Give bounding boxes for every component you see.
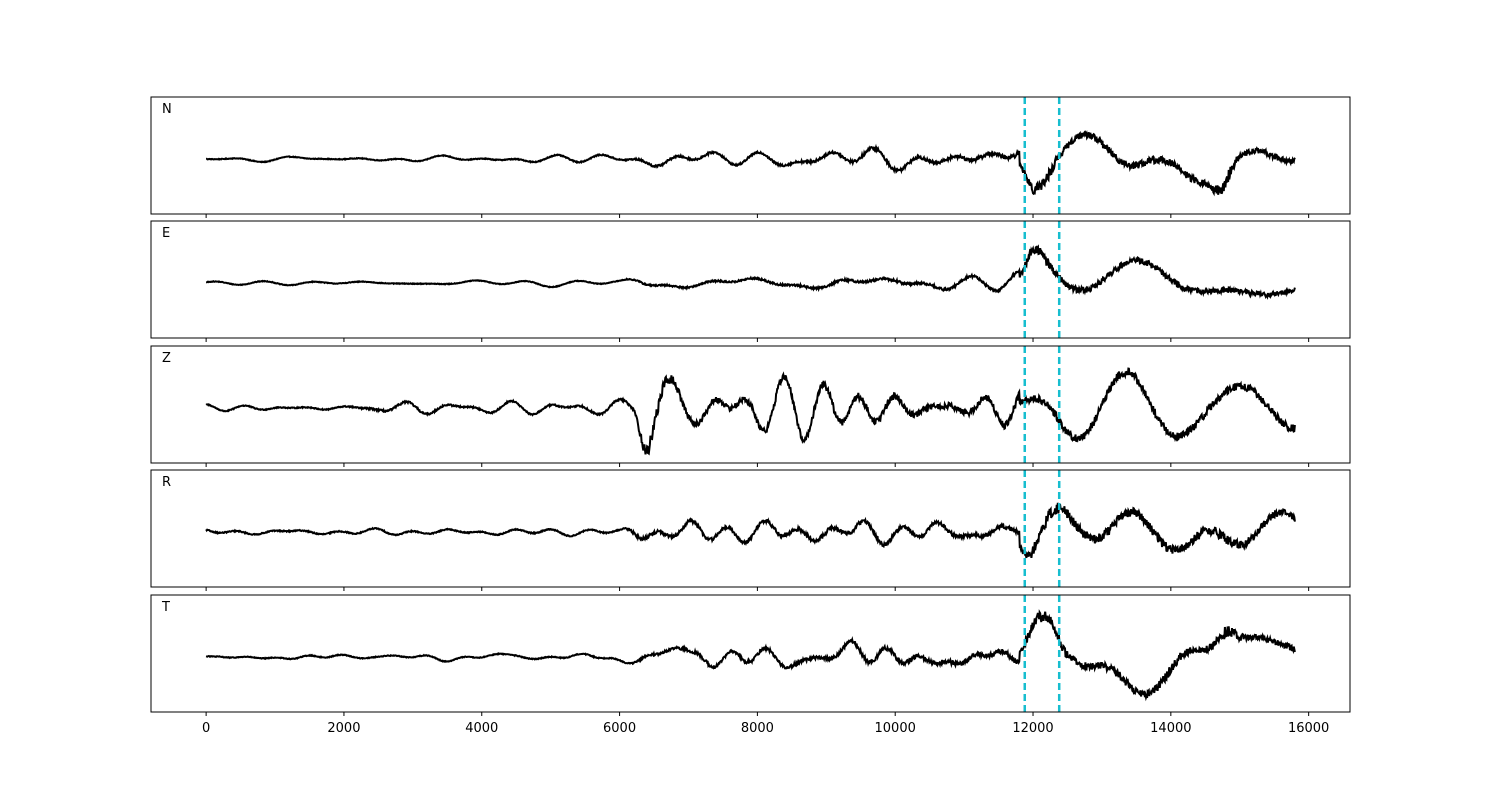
x-tick-label: 8000	[741, 721, 774, 736]
panel-frame	[150, 469, 1351, 588]
panel-z: Z	[150, 345, 1351, 467]
x-tick-label: 2000	[327, 721, 360, 736]
x-tick-label: 4000	[465, 721, 498, 736]
waveform-t	[205, 609, 1296, 702]
panel-n: N	[150, 96, 1351, 218]
component-label: R	[162, 475, 171, 490]
panel-frame	[150, 594, 1351, 713]
panel-e: E	[150, 220, 1351, 342]
panel-r: R	[150, 469, 1351, 591]
x-tick-label: 14000	[1150, 721, 1191, 736]
component-label: N	[162, 102, 172, 117]
waveform-e	[205, 244, 1296, 300]
x-tick-label: 0	[202, 721, 210, 736]
component-label: T	[161, 600, 170, 615]
panel-t: T	[150, 594, 1351, 716]
waveform-r	[205, 502, 1296, 559]
panel-frame	[150, 96, 1351, 215]
component-label: E	[162, 226, 170, 241]
x-tick-label: 16000	[1288, 721, 1329, 736]
waveform-z	[205, 367, 1296, 456]
panel-frame	[150, 345, 1351, 464]
x-tick-label: 10000	[875, 721, 916, 736]
panels: N E Z R T	[150, 96, 1351, 716]
x-tick-label: 6000	[603, 721, 636, 736]
x-tick-label: 12000	[1012, 721, 1053, 736]
panel-frame	[150, 220, 1351, 339]
x-axis: 0 2000 4000 6000 8000 10000 12000 14000 16000	[202, 721, 1329, 736]
waveform-n	[205, 130, 1296, 197]
component-label: Z	[162, 351, 171, 366]
